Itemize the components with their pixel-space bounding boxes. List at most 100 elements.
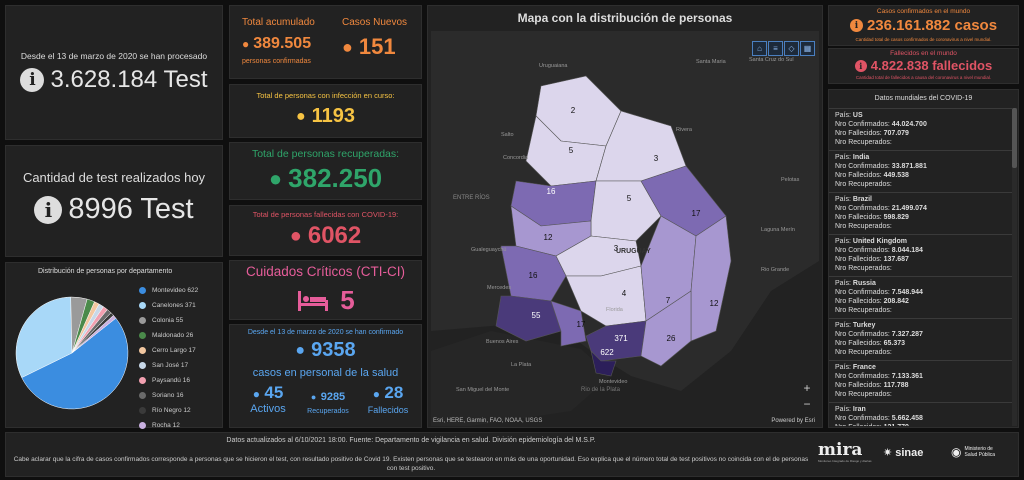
- country-item[interactable]: País: Russia Nro Confirmados: 7.548.944 Nr…: [829, 276, 1012, 318]
- world-country-list[interactable]: País: US Nro Confirmados: 44.024.700 Nro F…: [829, 108, 1012, 426]
- msp-logo: ◉ Ministerio de Salud Pública: [951, 445, 996, 459]
- place-label: Gualeguaychú: [471, 247, 506, 253]
- dept-label: 17: [692, 209, 701, 218]
- zoom-in-button[interactable]: +: [803, 381, 811, 395]
- person-icon: ●: [268, 165, 283, 191]
- dept-label: 371: [614, 334, 628, 343]
- dept-label: 3: [614, 244, 619, 253]
- fallecidas-label: Total de personas fallecidas con COVID-1…: [252, 210, 399, 219]
- world-confirmados-panel: Casos confirmados en el mundo i 236.161.…: [828, 5, 1019, 46]
- legend-label: Rocha 12: [152, 422, 180, 429]
- country-field: Nro Fallecidos: 121.779: [835, 423, 1006, 426]
- salud-sub: casos en personal de la salud: [252, 367, 399, 379]
- country-field: Nro Confirmados: 8.044.184: [835, 247, 923, 254]
- casos-nuevos-label: Casos Nuevos: [342, 17, 408, 28]
- person-icon: ●: [295, 107, 306, 125]
- dept-label: 3: [654, 154, 659, 163]
- legend-item[interactable]: Soriano 16: [139, 388, 198, 403]
- place-label: Concordia: [503, 155, 529, 161]
- place-label: Rio Grande: [761, 267, 789, 273]
- infeccion-value: 1193: [311, 105, 356, 127]
- country-item[interactable]: País: India Nro Confirmados: 33.871.881 Nr…: [829, 150, 1012, 192]
- legend-item[interactable]: Paysandú 16: [139, 373, 198, 388]
- country-field: Nro Fallecidos: 117.788: [835, 382, 909, 389]
- country-field: País: Turkey: [835, 322, 876, 329]
- country-field: Nro Recuperados:: [835, 139, 892, 146]
- tests-total-value: 3.628.184 Test: [50, 66, 208, 93]
- tests-today-panel: Cantidad de test realizados hoy i 8996 T…: [5, 145, 223, 257]
- place-label: Pelotas: [781, 177, 800, 183]
- infeccion-panel: Total de personas con infección en curso…: [229, 84, 422, 138]
- country-field: País: Brazil: [835, 196, 872, 203]
- sinae-icon: ✷: [883, 447, 893, 459]
- total-acum-value: 389.505: [253, 35, 312, 52]
- dept-maldonado[interactable]: [640, 290, 692, 367]
- legend-swatch: [139, 362, 146, 369]
- pie-slice-rocha[interactable]: [71, 315, 117, 354]
- legend-item[interactable]: Montevideo 622: [139, 283, 198, 298]
- country-item[interactable]: País: France Nro Confirmados: 7.133.361 Nr…: [829, 360, 1012, 402]
- zoom-out-button[interactable]: −: [803, 397, 811, 411]
- country-item[interactable]: País: Brazil Nro Confirmados: 21.499.074 N…: [829, 192, 1012, 234]
- legend-item[interactable]: Rocha 12: [139, 418, 198, 433]
- legend-item[interactable]: Canelones 371: [139, 298, 198, 313]
- pie-slice-montevideo[interactable]: [21, 317, 129, 410]
- country-item[interactable]: País: Iran Nro Confirmados: 5.662.458Nro …: [829, 402, 1012, 426]
- person-icon: ●: [289, 224, 302, 247]
- cti-label: Cuidados Críticos (CTI-CI): [245, 264, 406, 279]
- department-pie-chart: [15, 296, 129, 410]
- cti-value: 5: [340, 285, 355, 315]
- country-field: Nro Fallecidos: 137.687: [835, 256, 909, 263]
- salud-panel: Desde el 13 de marzo de 2020 se han conf…: [229, 324, 422, 428]
- info-icon: i: [854, 59, 867, 72]
- country-field: País: Russia: [835, 280, 876, 287]
- legend-item[interactable]: Colonia 55: [139, 313, 198, 328]
- pie-slice-canelones[interactable]: [15, 296, 73, 378]
- legend-item[interactable]: Río Negro 12: [139, 403, 198, 418]
- scrollbar[interactable]: [1012, 108, 1017, 426]
- legend-swatch: [139, 392, 146, 399]
- legend-label: Río Negro 12: [152, 407, 191, 414]
- info-icon: i: [20, 68, 45, 92]
- cti-panel: Cuidados Críticos (CTI-CI) 5: [229, 260, 422, 320]
- sinae-logo: ✷ sinae: [883, 446, 924, 460]
- person-icon: ●: [295, 341, 306, 359]
- place-label: Montevideo: [599, 379, 627, 385]
- world-fallecidos-panel: Fallecidos en el mundo i 4.822.838 falle…: [828, 48, 1019, 84]
- place-label: Salto: [501, 132, 514, 138]
- salud-value: 9358: [311, 339, 356, 361]
- basemap-button[interactable]: ▦: [800, 41, 815, 56]
- country-item[interactable]: País: Turkey Nro Confirmados: 7.327.287 Nr…: [829, 318, 1012, 360]
- dept-san-jose[interactable]: [550, 300, 587, 347]
- tests-total-panel: Desde el 13 de marzo de 2020 se han proc…: [5, 5, 223, 140]
- world-conf-label: Casos confirmados en el mundo: [876, 8, 971, 15]
- layers-button[interactable]: ◇: [784, 41, 799, 56]
- powered-by[interactable]: Powered by Esri: [771, 418, 815, 424]
- legend-item[interactable]: Cerro Largo 17: [139, 343, 198, 358]
- country-field: Nro Fallecidos: 449.538: [835, 172, 909, 179]
- place-label: La Plata: [511, 362, 532, 368]
- person-icon: ●: [310, 392, 317, 402]
- country-field: Nro Confirmados: 7.548.944: [835, 289, 923, 296]
- country-item[interactable]: País: United Kingdom Nro Confirmados: 8.0…: [829, 234, 1012, 276]
- legend-item[interactable]: Maldonado 26: [139, 328, 198, 343]
- legend-label: Paysandú 16: [152, 377, 190, 384]
- map-view[interactable]: 2 5 3 16 5 17 12 3 16 4 7 12 55 17 371 2…: [431, 31, 819, 426]
- list-button[interactable]: ≡: [768, 41, 783, 56]
- legend-item[interactable]: San José 17: [139, 358, 198, 373]
- fallecidas-value: 6062: [307, 222, 362, 249]
- dept-montevideo[interactable]: [590, 350, 617, 377]
- home-button[interactable]: ⌂: [752, 41, 767, 56]
- place-label: Santa Cruz do Sul: [749, 57, 794, 63]
- country-field: Nro Recuperados:: [835, 349, 892, 356]
- legend-swatch: [139, 302, 146, 309]
- dept-label: 5: [627, 194, 632, 203]
- world-conf-value: 236.161.882 casos: [866, 17, 998, 34]
- country-item[interactable]: País: US Nro Confirmados: 44.024.700 Nro F…: [829, 108, 1012, 150]
- country-field: Nro Fallecidos: 208.842: [835, 298, 909, 305]
- legend-label: Canelones 371: [152, 302, 196, 309]
- person-icon: ●: [342, 36, 353, 57]
- footer-note: Cabe aclarar que la cifra de casos confi…: [13, 456, 809, 472]
- recuperadas-label: Total de personas recuperadas:: [251, 148, 400, 160]
- country-field: Nro Recuperados:: [835, 307, 892, 314]
